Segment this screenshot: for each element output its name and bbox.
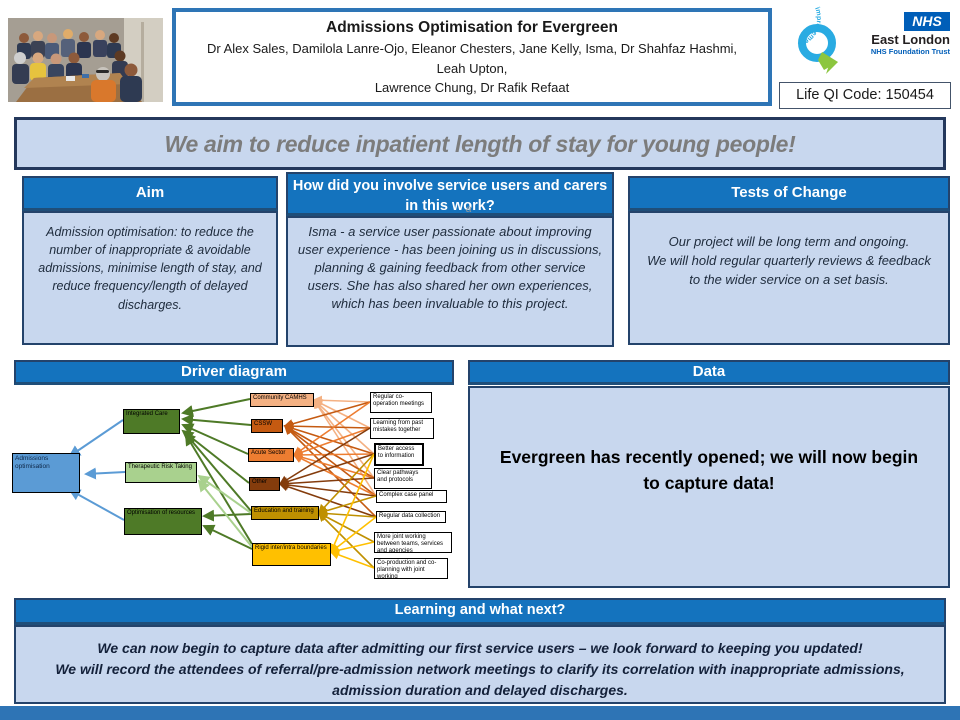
title-box: Admissions Optimisation for Evergreen Dr…	[172, 8, 772, 106]
change-idea-learning-mistakes: Learning from past mistakes together	[370, 418, 434, 439]
tests-line-2: We will hold regular quarterly reviews &…	[647, 252, 931, 287]
arrows-to-therapeutic	[197, 474, 253, 548]
aim-section-header: Aim	[22, 176, 278, 211]
driver-box-education-training: Education and training	[251, 506, 319, 520]
nhs-trust-subtitle: NHS Foundation Trust	[870, 47, 950, 56]
aim-banner-text: We aim to reduce inpatient length of sta…	[164, 131, 796, 157]
learning-line-2: We will record the attendees of referral…	[55, 661, 905, 698]
driver-diagram: Admissions optimisation Integrated Care …	[12, 386, 462, 594]
driver-box-integrated-care: Integrated Care	[123, 409, 180, 434]
driver-box-other: Other	[249, 477, 280, 491]
authors-line-1: Dr Alex Sales, Damilola Lanre-Ojo, Elean…	[206, 41, 738, 57]
qi-logo-arrow	[818, 52, 838, 70]
driver-box-optimisation-resources: Optimisation of resources	[124, 508, 202, 535]
change-idea-clear-pathways: Clear pathways and protocols	[374, 468, 432, 489]
people-front-row	[91, 63, 142, 102]
tests-line-1: Our project will be long term and ongoin…	[668, 234, 910, 249]
change-idea-joint-working: More joint working between teams, servic…	[374, 532, 452, 553]
driver-box-acute-sector: Acute Sector	[248, 448, 294, 462]
learning-section-body: We can now begin to capture data after a…	[14, 625, 946, 704]
bottom-accent-bar	[0, 706, 960, 720]
arrows-to-rigid-boundaries	[329, 453, 377, 569]
involve-section-body: Isma - a service user passionate about i…	[286, 216, 614, 347]
change-idea-data-collection: Regular data collection	[376, 511, 446, 523]
change-idea-cooperation-meetings: Regular co-operation meetings	[370, 392, 432, 413]
qi-logo-image: assurance control improvement	[760, 0, 838, 74]
driver-box-community-camhs: Community CAMHS	[250, 393, 314, 407]
qi-logo: assurance control improvement	[760, 0, 854, 80]
nhs-trust-name: East London	[871, 32, 950, 47]
learning-section-header: Learning and what next?	[14, 598, 946, 625]
data-section-text: Evergreen has recently opened; we will n…	[499, 446, 919, 493]
authors-line-3: Lawrence Chung, Dr Rafik Refaat	[374, 80, 570, 96]
arrows-to-other	[278, 427, 377, 518]
driver-box-therapeutic-risk: Therapeutic Risk Taking	[125, 462, 197, 483]
learning-line-1: We can now begin to capture data after a…	[97, 640, 863, 656]
qi-logo-ring	[798, 24, 836, 62]
data-section-body: Evergreen has recently opened; we will n…	[468, 386, 950, 588]
team-photo	[8, 18, 163, 102]
data-section-header: Data	[468, 360, 950, 385]
aim-banner: We aim to reduce inpatient length of sta…	[14, 117, 946, 170]
stray-character: a	[466, 204, 472, 215]
aim-section-body: Admission optimisation: to reduce the nu…	[22, 211, 278, 345]
tests-section-body: Our project will be long term and ongoin…	[628, 211, 950, 345]
driver-diagram-arrows	[68, 395, 377, 569]
life-qi-code-box: Life QI Code: 150454	[779, 82, 951, 109]
poster-title: Admissions Optimisation for Evergreen	[326, 19, 618, 36]
driver-box-rigid-boundaries: Rigid inter/intra boundaries	[252, 543, 331, 566]
people-back-row	[17, 29, 121, 59]
driver-box-outcome: Admissions optimisation	[12, 453, 80, 493]
change-idea-better-access: Better access to information	[374, 443, 424, 466]
arrows-to-outcome	[68, 419, 126, 521]
team-photo-image	[8, 18, 163, 102]
driver-diagram-header: Driver diagram	[14, 360, 454, 385]
change-idea-complex-case-panel: Complex case panel	[376, 490, 447, 503]
nhs-logo-mark: NHS	[904, 12, 950, 31]
tests-section-header: Tests of Change	[628, 176, 950, 211]
change-idea-coproduction: Co-production and co-planning with joint…	[374, 558, 448, 579]
driver-box-cssw: CSSW	[251, 419, 283, 433]
authors-line-2: Leah Upton,	[436, 60, 508, 76]
involve-section-header: How did you involve service users and ca…	[286, 172, 614, 216]
nhs-logo: NHS East London NHS Foundation Trust	[870, 12, 950, 56]
